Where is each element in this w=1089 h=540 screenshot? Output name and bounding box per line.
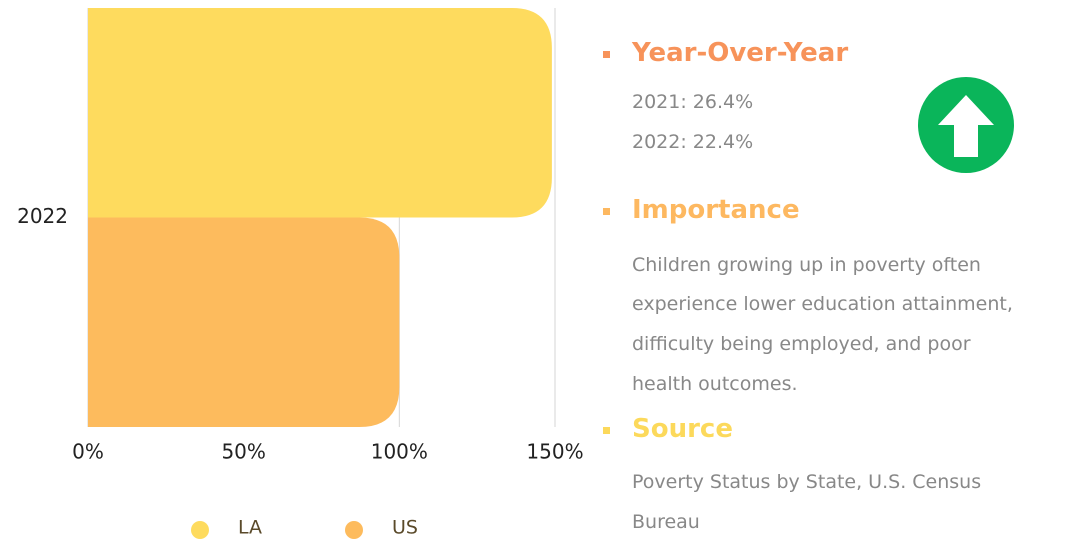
- chart: 0% 50% 100% 150% 2022 LA US: [17, 8, 584, 539]
- section-title: Year-Over-Year: [632, 38, 849, 68]
- section-text: Poverty Status by State, U.S. Census: [632, 471, 982, 493]
- legend-swatch: [345, 521, 363, 539]
- y-tick-label: 2022: [17, 204, 68, 228]
- section-title: Source: [632, 414, 733, 444]
- bullet: [603, 208, 610, 215]
- section-text: health outcomes.: [632, 373, 798, 395]
- x-tick-label: 50%: [221, 440, 265, 464]
- legend-label: US: [392, 517, 418, 539]
- section-text: Bureau: [632, 511, 700, 533]
- legend-swatch: [191, 521, 209, 539]
- legend-label: LA: [238, 517, 262, 539]
- bar: [88, 8, 552, 218]
- up-arrow-icon: [918, 77, 1014, 173]
- section-text: 2021: 26.4%: [632, 91, 754, 113]
- bullet: [603, 427, 610, 434]
- section-text: experience lower education attainment,: [632, 293, 1013, 315]
- section-title: Importance: [632, 195, 800, 225]
- bullet: [603, 51, 610, 58]
- section-text: 2022: 22.4%: [632, 131, 754, 153]
- x-tick-label: 0%: [72, 440, 104, 464]
- section-text: Children growing up in poverty often: [632, 254, 981, 276]
- x-tick-label: 100%: [371, 440, 428, 464]
- x-tick-label: 150%: [526, 440, 583, 464]
- bar: [88, 217, 400, 427]
- section-text: difficulty being employed, and poor: [632, 333, 971, 355]
